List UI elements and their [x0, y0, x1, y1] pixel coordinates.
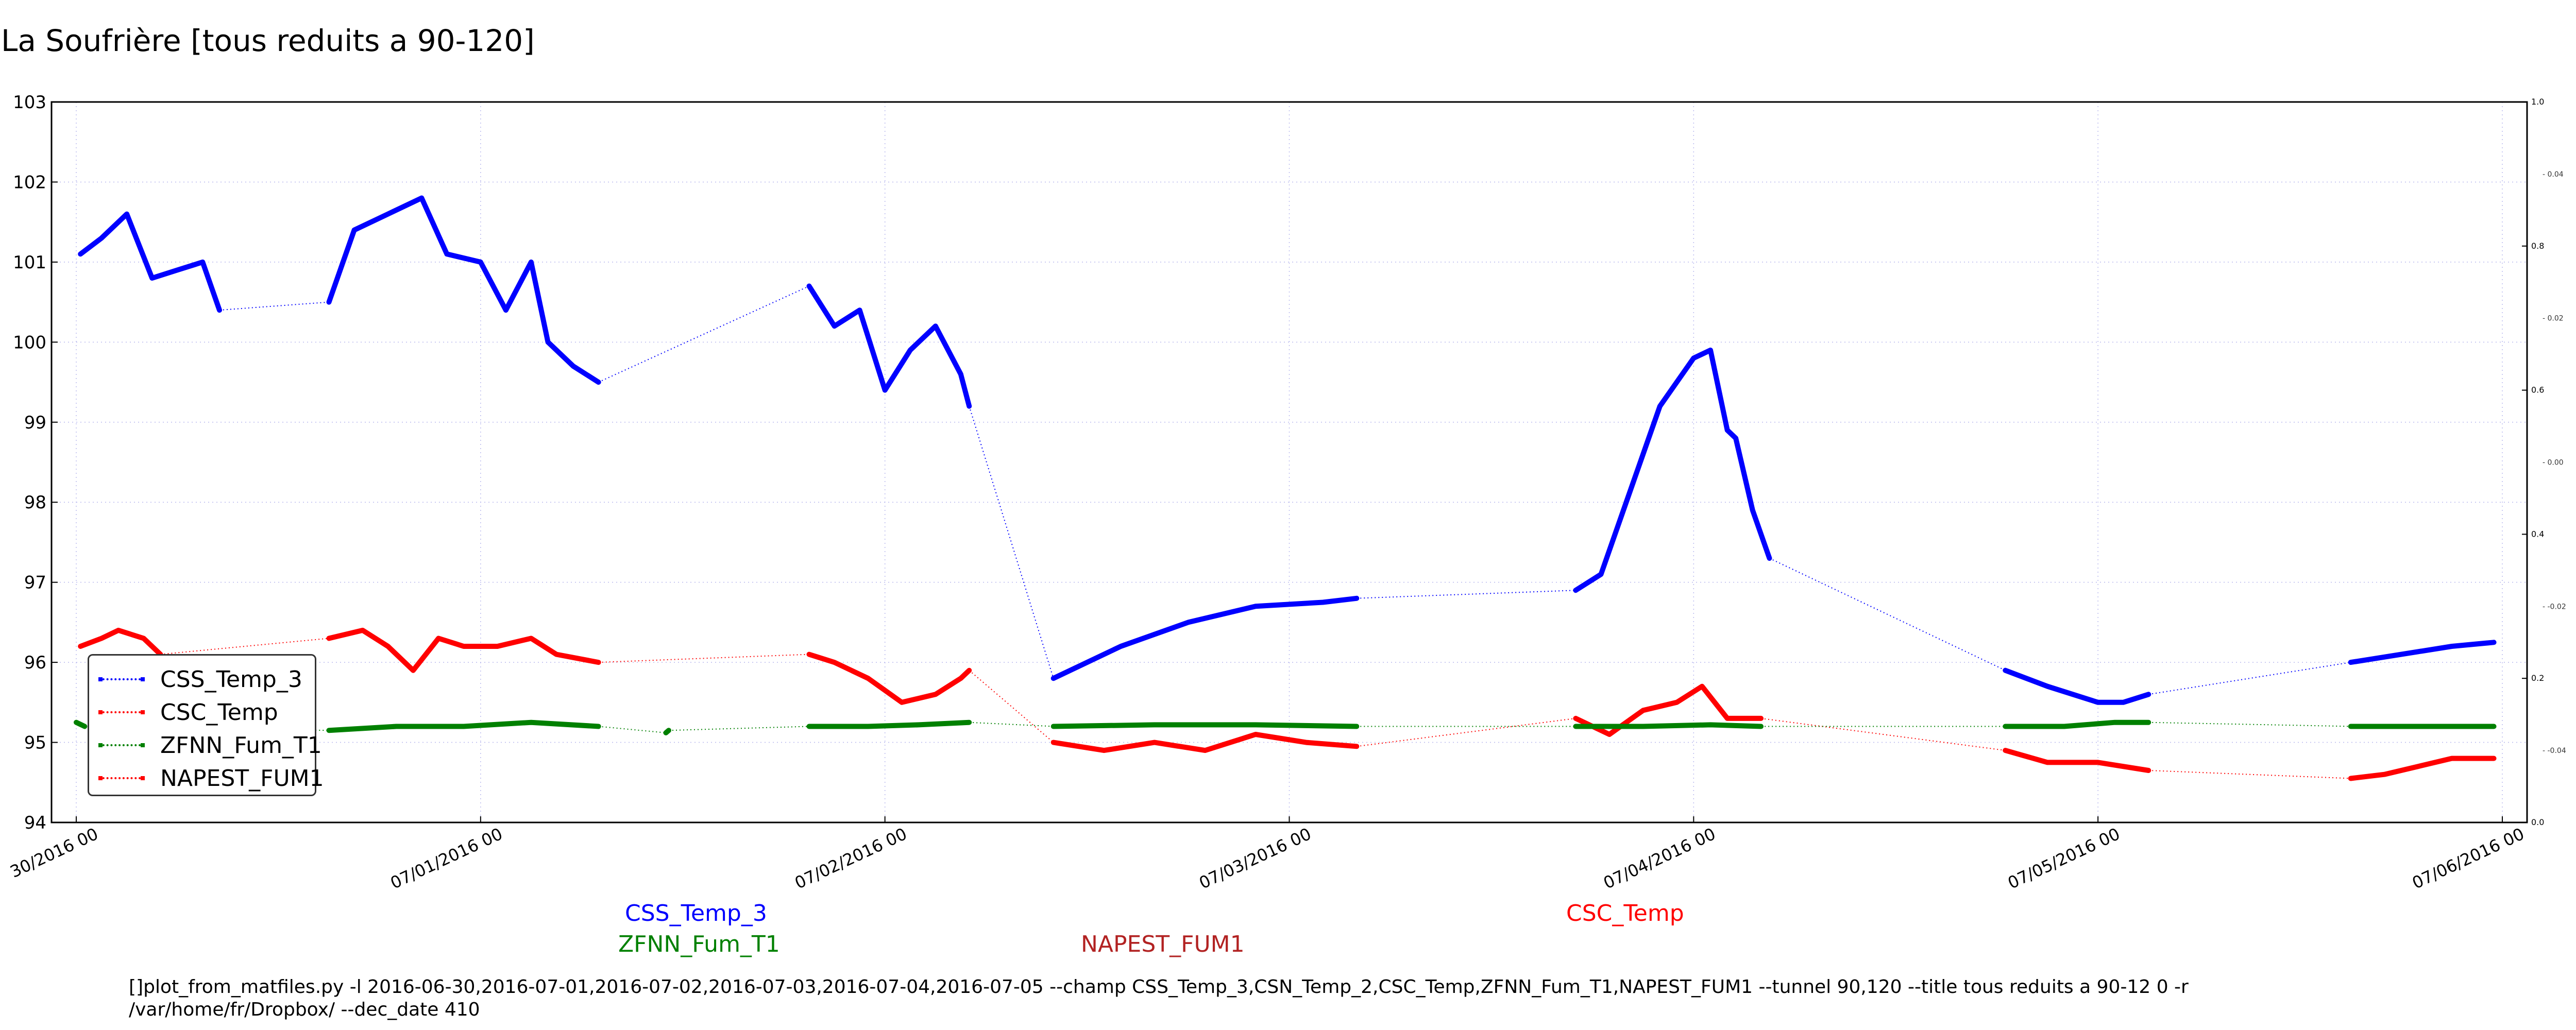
- command-line-text: []plot_from_matfiles.py -l 2016-06-30,20…: [129, 976, 2189, 1020]
- series-connector-csc_temp: [160, 638, 329, 655]
- series-line-css_temp_3: [2348, 640, 2497, 665]
- series-connector-zfnn_fum_t1: [969, 722, 1054, 727]
- y-tick-label: 99: [24, 413, 46, 433]
- y-tick-label: 100: [13, 332, 46, 353]
- series-line-css_temp_3: [78, 211, 222, 313]
- y-tick-label: 102: [13, 172, 46, 193]
- series-connector-zfnn_fum_t1: [598, 726, 666, 733]
- series-line-zfnn_fum_t1: [74, 719, 88, 729]
- x-tick-label: 30/2016 00: [7, 824, 101, 882]
- y-tick-label: 95: [24, 733, 46, 753]
- legend-label: CSS_Temp_3: [160, 666, 302, 693]
- series-connector-css_temp_3: [1769, 558, 2006, 671]
- series-connector-css_temp_3: [598, 285, 809, 383]
- series-line-zfnn_fum_t1: [806, 719, 972, 729]
- x-tick-label: 07/04/2016 00: [1600, 824, 1718, 893]
- series-line-css_temp_3: [326, 195, 601, 385]
- plot-frame: [50, 101, 2528, 823]
- series-connector-css_temp_3: [1357, 590, 1576, 599]
- x-tick-label: 07/05/2016 00: [2005, 824, 2123, 893]
- x-tick-label: 07/02/2016 00: [792, 824, 910, 893]
- legend-swatch: [98, 677, 145, 681]
- series-line-csc_temp: [806, 651, 972, 705]
- bottom-label-zfnn-fum-t1: ZFNN_Fum_T1: [618, 931, 780, 957]
- series-connector-css_temp_3: [969, 406, 1054, 679]
- series-line-css_temp_3: [1050, 595, 1360, 681]
- bottom-label-csc-temp: CSC_Temp: [1566, 900, 1684, 926]
- series-line-css_temp_3: [1573, 347, 1772, 593]
- bottom-label-napest-fum1: NAPEST_FUM1: [1081, 931, 1245, 957]
- right-axis-minor-tick-label: - -0.02: [2543, 603, 2566, 611]
- legend-swatch: [98, 776, 145, 780]
- series-line-csc_temp: [1050, 732, 1360, 753]
- legend-entry-csc-temp: CSC_Temp: [98, 697, 278, 728]
- series-connector-csc_temp: [1357, 717, 1576, 747]
- y-tick-label: 94: [24, 813, 46, 833]
- right-axis-minor-tick-label: - -0.04: [2543, 747, 2566, 755]
- legend-swatch: [98, 710, 145, 714]
- series-line-zfnn_fum_t1: [663, 728, 671, 735]
- series-connector-csc_temp: [598, 654, 809, 663]
- right-axis-tick-label: 0.8: [2531, 241, 2544, 251]
- right-axis-tick-label: 0.4: [2531, 529, 2544, 539]
- series-connector-css_temp_3: [2148, 662, 2351, 695]
- series-line-zfnn_fum_t1: [326, 719, 601, 733]
- y-tick-label: 96: [24, 653, 46, 673]
- right-axis-tick-label: 0.2: [2531, 673, 2544, 683]
- right-axis-tick-label: 1.0: [2531, 97, 2544, 107]
- series-line-csc_temp: [2003, 748, 2151, 773]
- right-axis-minor-tick-label: - 0.04: [2543, 170, 2564, 179]
- right-axis-tick-label: 0.6: [2531, 385, 2544, 395]
- y-tick-label: 103: [13, 92, 46, 113]
- right-axis-minor-tick-label: - 0.02: [2543, 315, 2564, 323]
- legend-label: CSC_Temp: [160, 699, 278, 726]
- series-connector-zfnn_fum_t1: [2148, 722, 2351, 727]
- series-line-csc_temp: [1573, 683, 1764, 737]
- bottom-label-css-temp-3: CSS_Temp_3: [625, 900, 767, 926]
- legend-entry-css-temp-3: CSS_Temp_3: [98, 664, 302, 695]
- y-tick-label: 97: [24, 573, 46, 593]
- chart-legend: CSS_Temp_3 CSC_Temp ZFNN_Fum_T1 NAPEST_F…: [88, 654, 324, 796]
- legend-label: NAPEST_FUM1: [160, 765, 324, 792]
- series-line-zfnn_fum_t1: [1573, 722, 1764, 729]
- series-line-zfnn_fum_t1: [1050, 722, 1360, 729]
- right-axis-minor-tick-label: - 0.00: [2543, 459, 2564, 467]
- series-connector-csc_temp: [1761, 717, 2006, 751]
- series-connector-csc_temp: [2148, 769, 2351, 779]
- legend-swatch: [98, 743, 145, 747]
- legend-entry-napest-fum1: NAPEST_FUM1: [98, 763, 324, 794]
- legend-entry-zfnn-fum-t1: ZFNN_Fum_T1: [98, 730, 322, 761]
- series-line-css_temp_3: [806, 283, 972, 409]
- x-tick-label: 07/06/2016 00: [2409, 824, 2527, 893]
- series-line-csc_temp: [78, 627, 163, 657]
- series-line-csc_temp: [2348, 756, 2497, 781]
- series-connector-zfnn_fum_t1: [668, 726, 809, 731]
- series-line-css_temp_3: [2003, 667, 2151, 705]
- series-connector-css_temp_3: [219, 301, 329, 311]
- y-tick-label: 98: [24, 492, 46, 513]
- x-tick-label: 07/01/2016 00: [387, 824, 505, 893]
- right-axis-tick-label: 0.0: [2531, 817, 2544, 827]
- series-line-zfnn_fum_t1: [2003, 719, 2151, 729]
- chart-title: La Soufrière [tous reduits a 90-120]: [1, 23, 535, 58]
- series-line-csc_temp: [326, 627, 601, 673]
- y-tick-label: 101: [13, 252, 46, 273]
- series-connector-csc_temp: [969, 670, 1054, 743]
- x-tick-label: 07/03/2016 00: [1196, 824, 1314, 893]
- legend-label: ZFNN_Fum_T1: [160, 732, 322, 759]
